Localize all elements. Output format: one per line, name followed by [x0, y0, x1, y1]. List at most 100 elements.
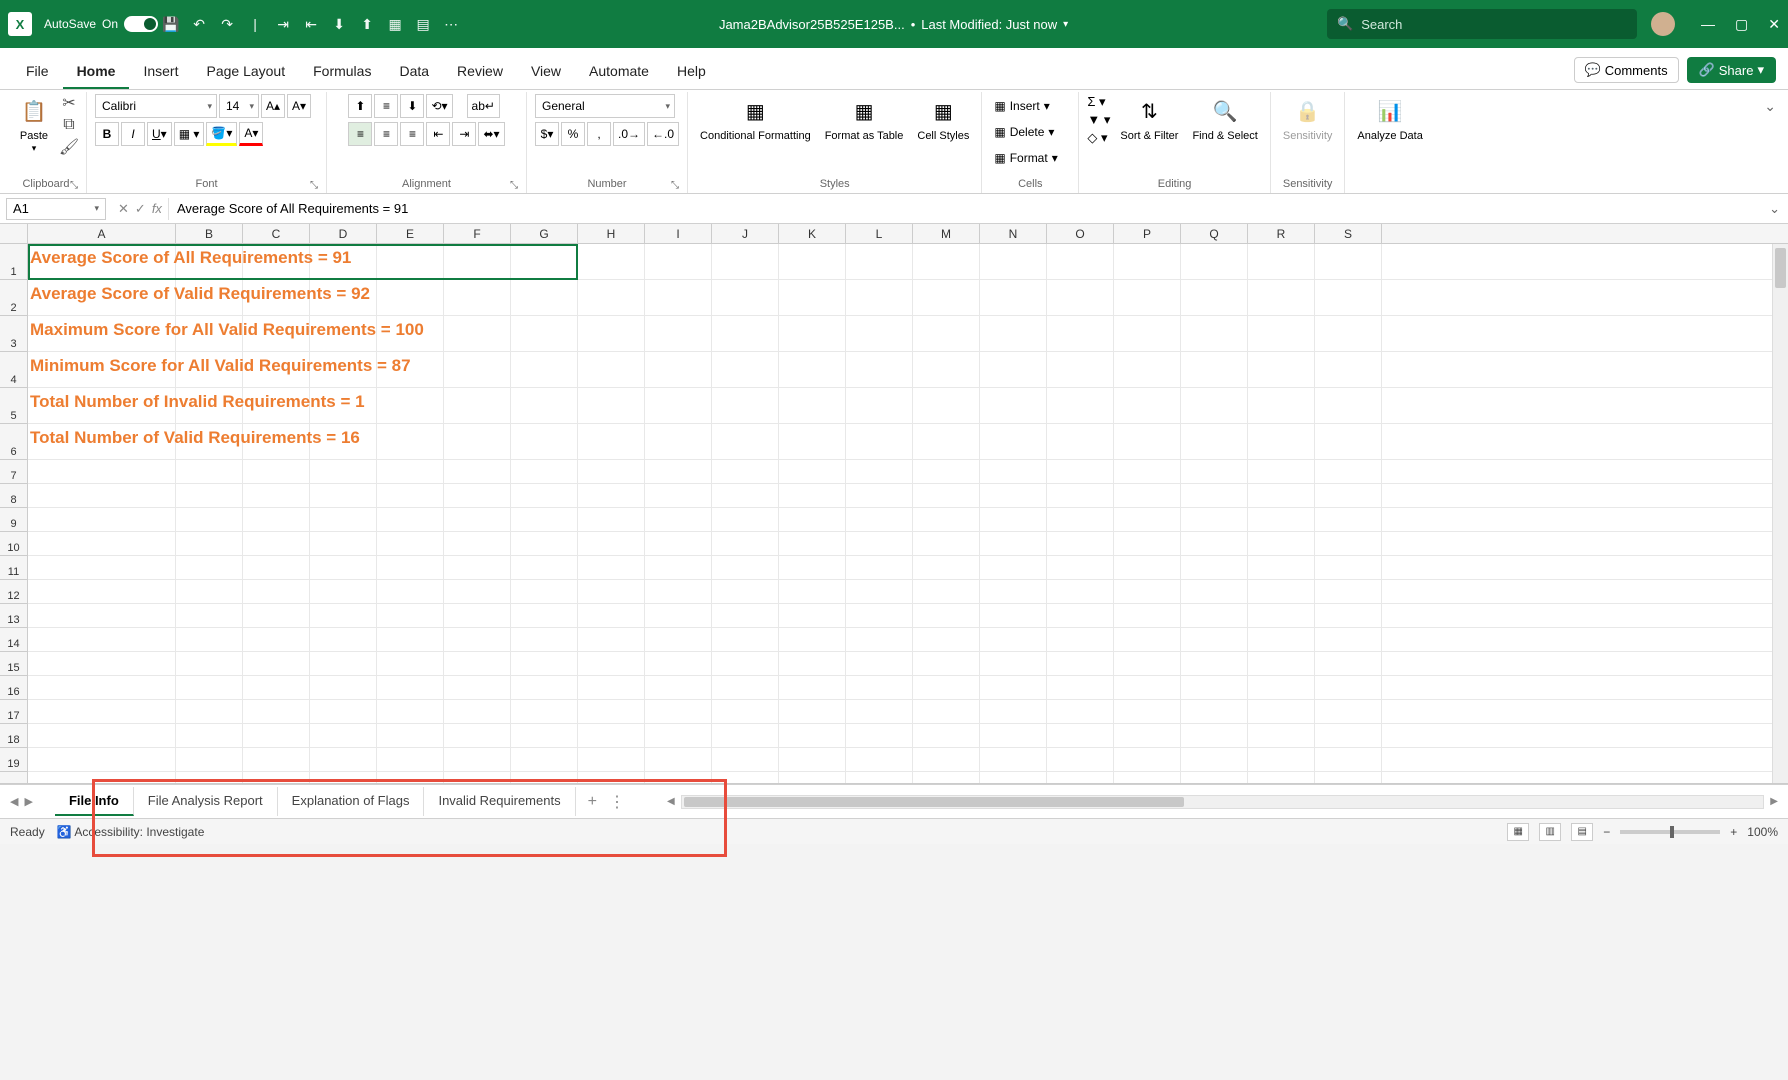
redo-icon[interactable]: ↷: [218, 15, 236, 33]
ribbon-tab-file[interactable]: File: [12, 55, 63, 89]
normal-view-icon[interactable]: ▦: [1507, 823, 1529, 841]
user-avatar[interactable]: [1651, 12, 1675, 36]
cancel-formula-icon[interactable]: ✕: [118, 201, 129, 217]
row-header[interactable]: 4: [0, 352, 28, 388]
row-header[interactable]: 11: [0, 556, 28, 580]
increase-decimal-icon[interactable]: .0→: [613, 122, 645, 146]
increase-font-icon[interactable]: A▴: [261, 94, 285, 118]
column-header[interactable]: E: [377, 224, 444, 243]
fill-icon[interactable]: ▼ ▾: [1087, 112, 1110, 128]
row-header[interactable]: 2: [0, 280, 28, 316]
column-header[interactable]: I: [645, 224, 712, 243]
column-header[interactable]: A: [28, 224, 176, 243]
ribbon-tab-page-layout[interactable]: Page Layout: [192, 55, 299, 89]
cell-content[interactable]: Average Score of All Requirements = 91: [30, 248, 351, 268]
page-break-view-icon[interactable]: ▤: [1571, 823, 1593, 841]
column-header[interactable]: D: [310, 224, 377, 243]
wrap-text-button[interactable]: ab↵: [467, 94, 500, 118]
ribbon-tab-review[interactable]: Review: [443, 55, 517, 89]
align-top-icon[interactable]: ⬆: [348, 94, 372, 118]
sheet-menu-icon[interactable]: ⋮: [609, 792, 625, 812]
select-all-corner[interactable]: [0, 224, 28, 243]
custom5-icon[interactable]: ▦: [386, 15, 404, 33]
row-header[interactable]: 10: [0, 532, 28, 556]
ribbon-tab-insert[interactable]: Insert: [129, 55, 192, 89]
column-header[interactable]: L: [846, 224, 913, 243]
align-left-icon[interactable]: ≡: [348, 122, 372, 146]
row-header[interactable]: 16: [0, 676, 28, 700]
merge-button[interactable]: ⬌▾: [478, 122, 504, 146]
comma-icon[interactable]: ,: [587, 122, 611, 146]
sheet-tab[interactable]: Explanation of Flags: [278, 787, 425, 816]
autosave-toggle[interactable]: AutoSave On: [44, 16, 158, 32]
font-name-combo[interactable]: Calibri: [95, 94, 217, 118]
fx-icon[interactable]: fx: [152, 201, 162, 217]
custom6-icon[interactable]: ▤: [414, 15, 432, 33]
row-header[interactable]: 6: [0, 424, 28, 460]
toggle-icon[interactable]: [124, 16, 158, 32]
fill-color-button[interactable]: 🪣▾: [206, 122, 237, 146]
ribbon-tab-automate[interactable]: Automate: [575, 55, 663, 89]
column-header[interactable]: M: [913, 224, 980, 243]
row-header[interactable]: 1: [0, 244, 28, 280]
row-header[interactable]: 3: [0, 316, 28, 352]
column-header[interactable]: N: [980, 224, 1047, 243]
row-header[interactable]: 19: [0, 748, 28, 772]
conditional-formatting-button[interactable]: ▦Conditional Formatting: [696, 94, 815, 144]
sheet-tab[interactable]: Invalid Requirements: [424, 787, 575, 816]
new-sheet-icon[interactable]: +: [578, 793, 607, 811]
name-box[interactable]: A1▾: [6, 198, 106, 220]
align-bottom-icon[interactable]: ⬇: [400, 94, 424, 118]
column-header[interactable]: K: [779, 224, 846, 243]
decrease-font-icon[interactable]: A▾: [287, 94, 311, 118]
zoom-slider[interactable]: [1620, 830, 1720, 834]
cell-content[interactable]: Total Number of Valid Requirements = 16: [30, 428, 360, 448]
sort-filter-button[interactable]: ⇅Sort & Filter: [1116, 94, 1182, 144]
row-header[interactable]: 17: [0, 700, 28, 724]
copy-icon[interactable]: ⧉: [60, 116, 78, 134]
column-header[interactable]: J: [712, 224, 779, 243]
column-header[interactable]: R: [1248, 224, 1315, 243]
format-button[interactable]: ▦ Format ▾: [990, 146, 1070, 170]
underline-button[interactable]: U ▾: [147, 122, 172, 146]
expand-formula-icon[interactable]: ⌄: [1761, 201, 1788, 217]
ribbon-tab-home[interactable]: Home: [63, 55, 130, 89]
font-size-combo[interactable]: 14: [219, 94, 259, 118]
cell-content[interactable]: Average Score of Valid Requirements = 92: [30, 284, 370, 304]
maximize-icon[interactable]: ▢: [1735, 16, 1748, 33]
analyze-data-button[interactable]: 📊Analyze Data: [1353, 94, 1426, 144]
ribbon-tab-view[interactable]: View: [517, 55, 575, 89]
share-button[interactable]: 🔗 Share ▾: [1687, 57, 1776, 83]
decrease-indent-icon[interactable]: ⇤: [426, 122, 450, 146]
row-header[interactable]: 12: [0, 580, 28, 604]
minimize-icon[interactable]: —: [1701, 16, 1715, 33]
align-right-icon[interactable]: ≡: [400, 122, 424, 146]
column-header[interactable]: O: [1047, 224, 1114, 243]
accessibility-status[interactable]: ♿ Accessibility: Investigate: [57, 825, 205, 839]
column-header[interactable]: H: [578, 224, 645, 243]
paste-button[interactable]: 📋Paste▾: [14, 94, 54, 156]
last-modified[interactable]: Last Modified: Just now: [921, 17, 1057, 32]
column-header[interactable]: S: [1315, 224, 1382, 243]
orientation-icon[interactable]: ⟲▾: [426, 94, 452, 118]
align-center-icon[interactable]: ≡: [374, 122, 398, 146]
autosum-icon[interactable]: Σ ▾: [1087, 94, 1110, 110]
ribbon-tab-help[interactable]: Help: [663, 55, 720, 89]
column-header[interactable]: B: [176, 224, 243, 243]
row-header[interactable]: 7: [0, 460, 28, 484]
delete-button[interactable]: ▦ Delete ▾: [990, 120, 1070, 144]
sheet-tab[interactable]: File Info: [55, 787, 134, 816]
percent-icon[interactable]: %: [561, 122, 585, 146]
enter-formula-icon[interactable]: ✓: [135, 201, 146, 217]
find-select-button[interactable]: 🔍Find & Select: [1188, 94, 1261, 144]
row-header[interactable]: 14: [0, 628, 28, 652]
italic-button[interactable]: I: [121, 122, 145, 146]
column-header[interactable]: F: [444, 224, 511, 243]
bold-button[interactable]: B: [95, 122, 119, 146]
cut-icon[interactable]: ✂: [60, 94, 78, 112]
column-header[interactable]: Q: [1181, 224, 1248, 243]
row-header[interactable]: 8: [0, 484, 28, 508]
insert-button[interactable]: ▦ Insert ▾: [990, 94, 1070, 118]
more-icon[interactable]: ⋯: [442, 15, 460, 33]
sheet-tab[interactable]: File Analysis Report: [134, 787, 278, 816]
